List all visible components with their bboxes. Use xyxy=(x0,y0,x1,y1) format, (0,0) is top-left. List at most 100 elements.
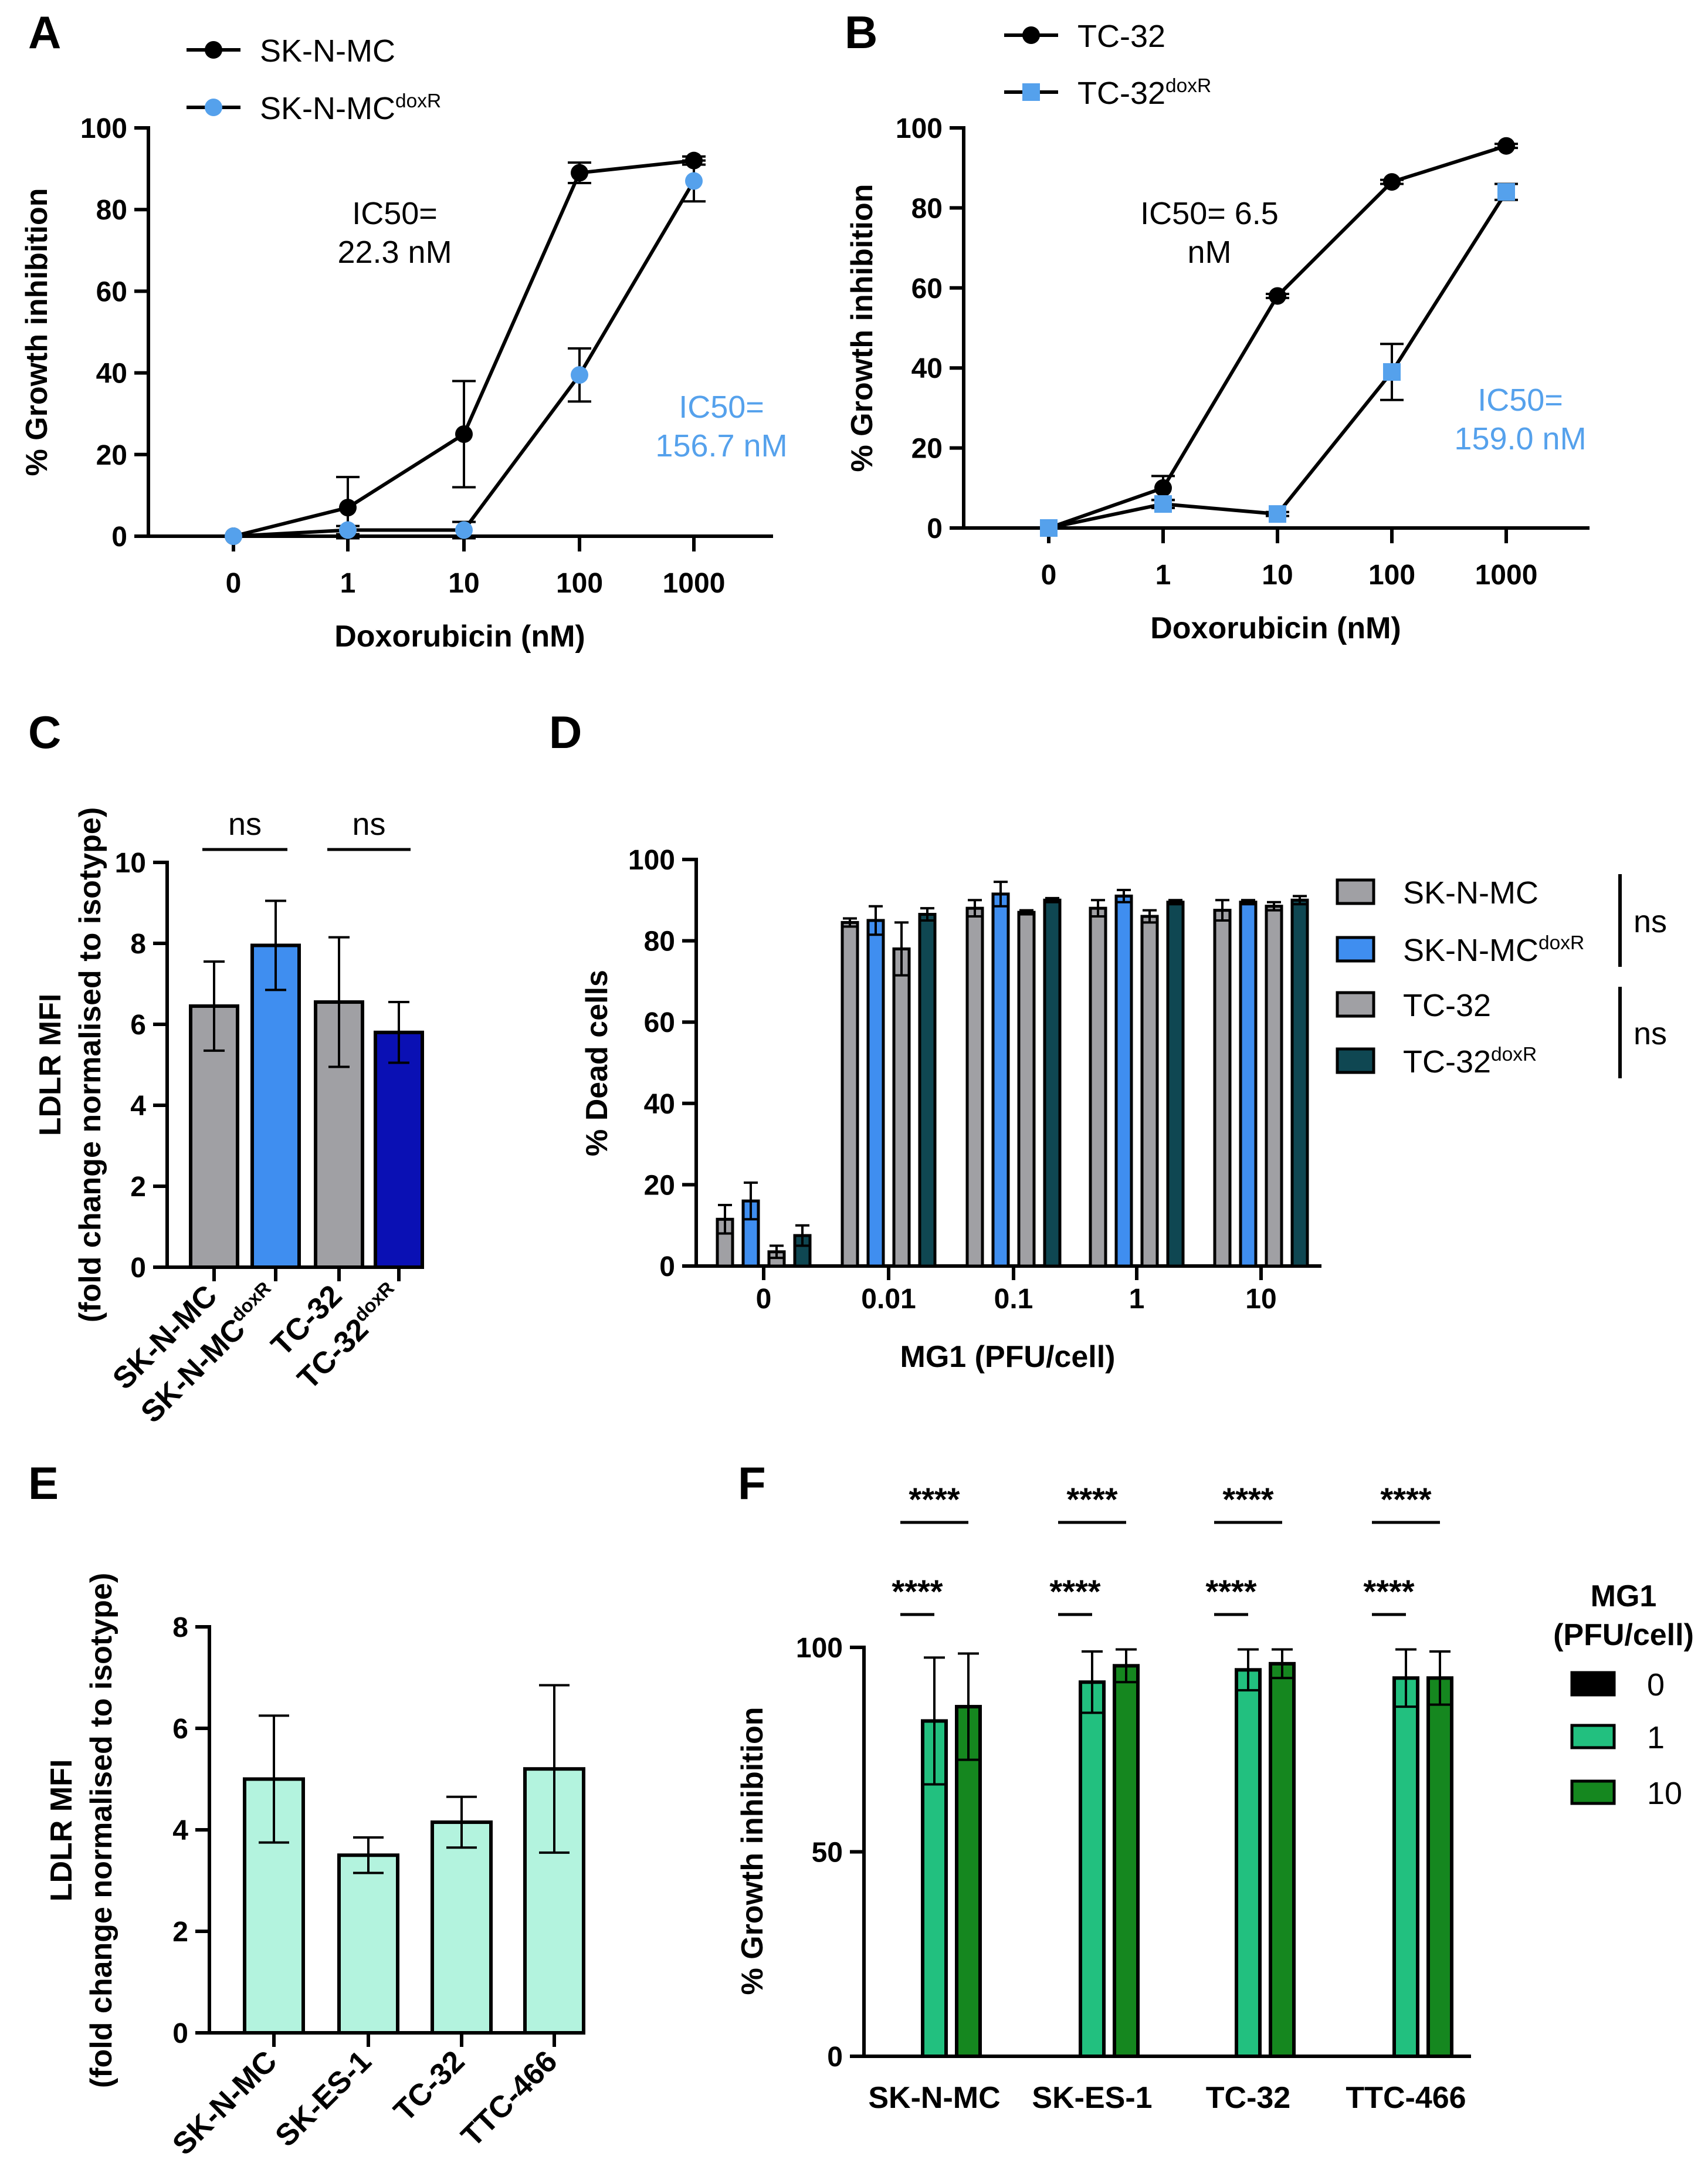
panel-a-data-point xyxy=(339,499,357,517)
panel-b-ic50-annotation: 159.0 nM xyxy=(1454,421,1586,456)
panel-f-legend-title: MG1 xyxy=(1591,1579,1657,1613)
panel-a-x-tick-label: 1000 xyxy=(663,568,726,599)
panel-d-legend-label-main: SK-N-MC xyxy=(1403,875,1538,911)
panel-d-legend-group-label: ns xyxy=(1634,904,1667,939)
panel-d-legend-label-main: TC-32 xyxy=(1403,988,1491,1023)
panel-b-y-axis-title: % Growth inhibition xyxy=(845,184,879,472)
panel-f-bar xyxy=(1235,1668,1262,2058)
panel-d-x-tick-label: 0.1 xyxy=(994,1284,1033,1315)
panel-b-data-point xyxy=(1383,363,1401,381)
panel-e-bar xyxy=(337,1853,399,2035)
panel-d-legend-label: SK-N-MC xyxy=(1403,875,1538,911)
panel-a-legend-label-sup: doxR xyxy=(395,90,441,112)
panel-c-y-tick-label: 10 xyxy=(115,848,146,879)
panel-f-significance-label: **** xyxy=(1380,1481,1431,1518)
panel-a-y-tick-label: 20 xyxy=(96,440,127,471)
panel-d-y-tick-label: 40 xyxy=(644,1089,675,1120)
panel-d-y-axis-title: % Dead cells xyxy=(580,970,614,1156)
panel-f-significance-label: **** xyxy=(892,1573,943,1610)
panel-a-y-tick-label: 0 xyxy=(111,522,127,553)
panel-a-y-axis-title: % Growth inhibition xyxy=(20,188,54,476)
panel-e-bar xyxy=(431,1820,493,2035)
panel-b-data-point xyxy=(1383,173,1401,191)
panel-d-y-tick-label: 100 xyxy=(628,845,675,876)
panel-label-a: A xyxy=(28,6,61,58)
panel-b-data-point xyxy=(1154,495,1172,513)
panel-e-x-tick-label: SK-ES-1 xyxy=(269,2044,378,2153)
panel-e-y-axis-title: (fold change normalised to isotype) xyxy=(84,1573,118,2088)
panel-e-y-axis-title: LDLR MFI xyxy=(45,1759,79,1902)
panel-f-bar xyxy=(1426,1676,1453,2058)
panel-d-x-tick-label: 0.01 xyxy=(861,1284,916,1315)
panel-b-x-tick-label: 10 xyxy=(1262,560,1293,591)
panel-b-y-tick-label: 40 xyxy=(911,353,943,384)
panel-a-legend-label: SK-N-MCdoxR xyxy=(260,90,441,126)
panel-f-x-tick-label: SK-N-MC xyxy=(868,2081,1000,2115)
panel-b-y-tick-label: 80 xyxy=(911,193,943,224)
panel-b-ic50-annotation: IC50= xyxy=(1477,383,1563,418)
panel-c-y-axis-title: (fold change normalised to isotype) xyxy=(73,807,107,1322)
panel-d-bar xyxy=(1213,909,1232,1268)
panel-d-legend-label: TC-32 xyxy=(1403,988,1491,1023)
panel-b-x-tick-label: 1000 xyxy=(1475,560,1538,591)
panel-b-data-point xyxy=(1497,137,1515,155)
panel-c-y-tick-label: 0 xyxy=(130,1253,146,1284)
panel-b-legend-label-main: TC-32 xyxy=(1077,19,1165,54)
panel-d-legend-swatch xyxy=(1336,991,1375,1018)
panel-e-y-tick-label: 8 xyxy=(172,1612,188,1643)
panel-c-y-tick-label: 2 xyxy=(130,1172,146,1203)
panel-a-x-axis-title: Doxorubicin (nM) xyxy=(334,620,585,654)
panel-e-x-tick-label: TTC-466 xyxy=(455,2044,564,2153)
panel-a-legend-label: SK-N-MC xyxy=(260,33,395,69)
panel-d-bar xyxy=(1140,915,1159,1268)
panel-f-legend-label: 0 xyxy=(1647,1667,1665,1703)
panel-f-y-tick-label: 0 xyxy=(827,2042,843,2073)
panel-a-ic50-annotation: IC50= xyxy=(352,196,438,231)
panel-f-legend-swatch xyxy=(1570,1724,1616,1749)
panel-label-c: C xyxy=(28,706,61,758)
panel-f-significance-label: **** xyxy=(1049,1573,1100,1610)
panel-label-e: E xyxy=(28,1457,59,1509)
panel-a-x-tick-label: 100 xyxy=(556,568,603,599)
panel-c-bar xyxy=(374,1030,424,1270)
panel-a-legend-marker xyxy=(205,99,222,116)
panel-d-legend-swatch xyxy=(1336,1047,1375,1074)
panel-c-y-tick-label: 8 xyxy=(130,929,146,960)
panel-b-legend-marker xyxy=(1022,83,1040,101)
panel-b-x-tick-label: 1 xyxy=(1155,560,1171,591)
panel-d-legend-label: SK-N-MCdoxR xyxy=(1403,932,1584,968)
panel-e-y-tick-label: 0 xyxy=(172,2018,188,2049)
panel-a-y-tick-label: 80 xyxy=(96,195,127,226)
panel-f-significance-label: **** xyxy=(1205,1573,1256,1610)
panel-b-legend-label-sup: doxR xyxy=(1165,75,1211,97)
panel-b-ic50-annotation: nM xyxy=(1187,235,1231,270)
panel-f-x-tick-label: TC-32 xyxy=(1206,2081,1290,2115)
panel-d-legend-swatch xyxy=(1336,878,1375,905)
panel-e-y-tick-label: 6 xyxy=(172,1714,188,1745)
panel-e-y-tick-label: 4 xyxy=(172,1815,188,1846)
panel-d-bar xyxy=(1017,911,1036,1268)
panel-d-legend-group-label: ns xyxy=(1634,1016,1667,1051)
panel-d-bar xyxy=(866,919,885,1268)
panel-label-f: F xyxy=(738,1457,766,1509)
panel-d-x-tick-label: 0 xyxy=(756,1284,772,1315)
panel-a-data-point xyxy=(571,366,588,384)
panel-a-data-point xyxy=(571,164,588,182)
panel-b-legend-label: TC-32doxR xyxy=(1077,75,1211,111)
panel-f-legend-label: 1 xyxy=(1647,1720,1665,1755)
panel-a-data-point xyxy=(455,521,473,539)
panel-f-legend-title: (PFU/cell) xyxy=(1553,1618,1694,1652)
panel-d-bar xyxy=(1114,894,1133,1268)
panel-c-significance-label: ns xyxy=(352,807,385,842)
panel-b-series-line xyxy=(1048,191,1508,530)
panel-a-x-tick-label: 10 xyxy=(448,568,479,599)
panel-f-x-tick-label: SK-ES-1 xyxy=(1032,2081,1152,2115)
panel-b-legend-label-main: TC-32 xyxy=(1077,76,1165,111)
panel-d-chart: 0 20 40 60 80 100 0 0.01 0.1 1 10 MG1 (PFU/cell) % D… xyxy=(580,845,1667,1374)
panel-f-y-tick-label: 100 xyxy=(796,1633,843,1664)
panel-f-chart: 050100SK-N-MC********SK-ES-1********TC-3… xyxy=(736,1481,1694,2115)
panel-d-legend-swatch xyxy=(1336,936,1375,963)
